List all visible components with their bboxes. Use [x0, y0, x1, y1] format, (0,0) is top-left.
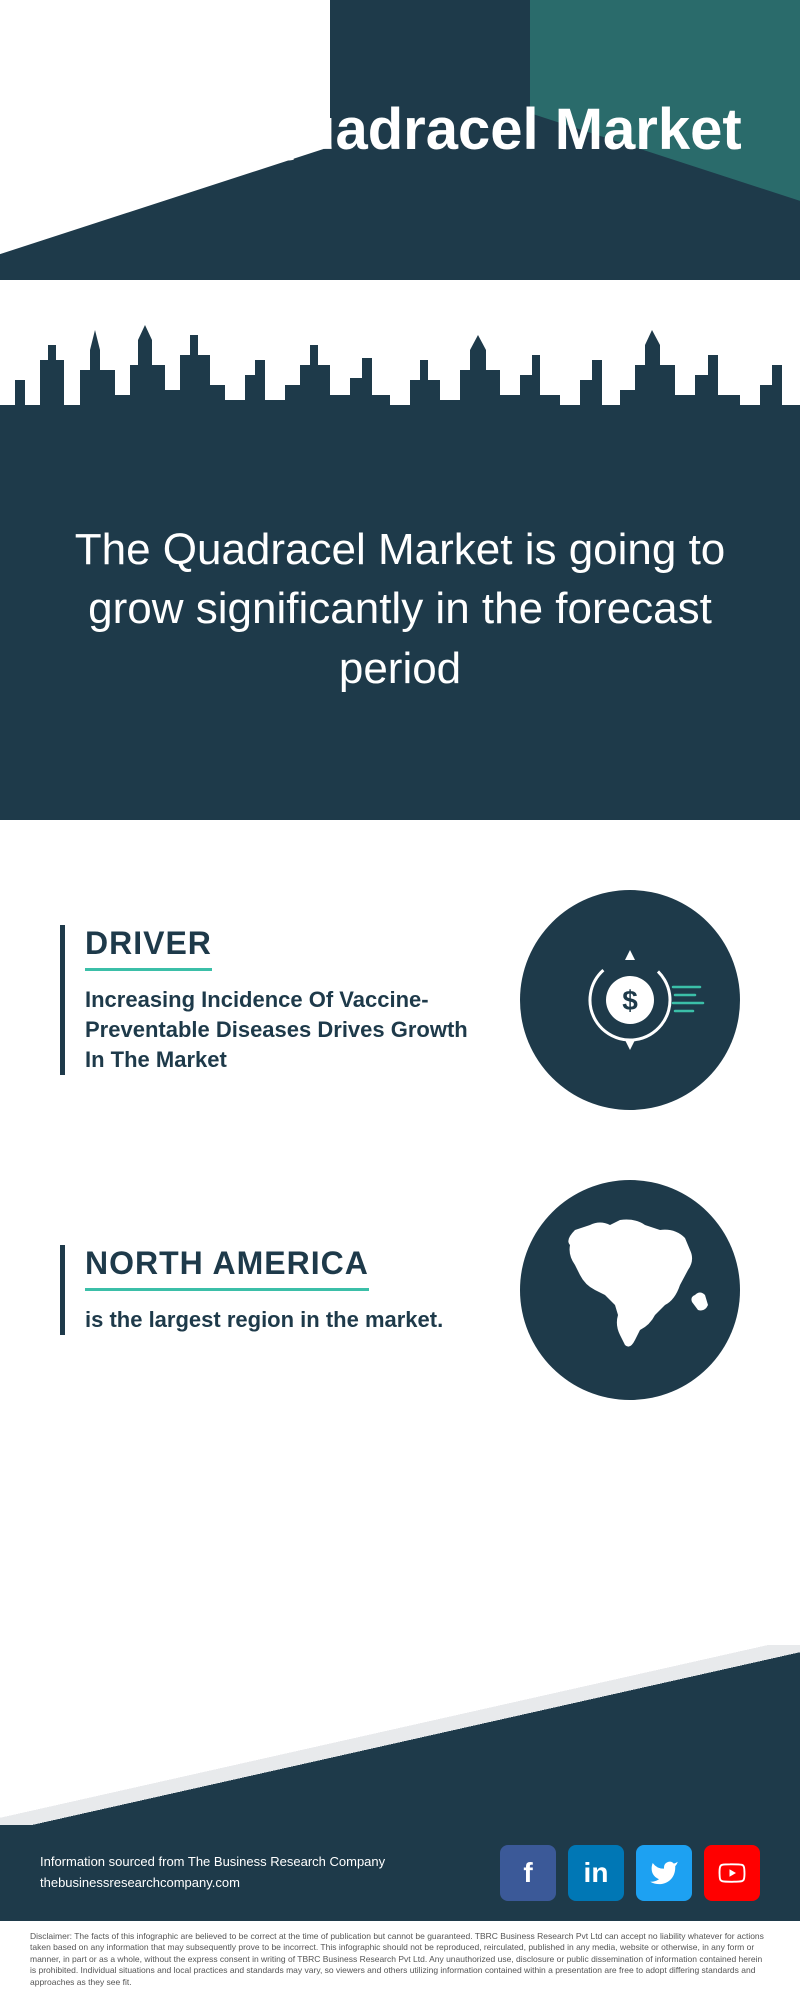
info-text-driver: DRIVER Increasing Incidence Of Vaccine-P…	[60, 925, 480, 1074]
footer-content: Information sourced from The Business Re…	[0, 1825, 800, 1921]
page-title: Global Quadracel Market	[0, 100, 800, 161]
subtitle-text: The Quadracel Market is going to grow si…	[70, 520, 730, 698]
footer: Information sourced from The Business Re…	[0, 1645, 800, 2000]
footer-info: Information sourced from The Business Re…	[40, 1852, 385, 1894]
header-banner: Global Quadracel Market	[0, 0, 800, 280]
info-text-region: NORTH AMERICA is the largest region in t…	[60, 1245, 480, 1335]
dollar-cycle-icon: $	[520, 890, 740, 1110]
info-block-region: NORTH AMERICA is the largest region in t…	[60, 1180, 740, 1400]
twitter-icon[interactable]	[636, 1845, 692, 1901]
footer-url: thebusinessresearchcompany.com	[40, 1873, 385, 1894]
info-section: DRIVER Increasing Incidence Of Vaccine-P…	[0, 820, 800, 1510]
info-label-driver: DRIVER	[85, 925, 212, 971]
social-icons: f in	[500, 1845, 760, 1901]
facebook-icon[interactable]: f	[500, 1845, 556, 1901]
north-america-icon	[520, 1180, 740, 1400]
subtitle-section: The Quadracel Market is going to grow si…	[0, 460, 800, 820]
skyline-silhouette	[0, 310, 800, 460]
info-body-region: is the largest region in the market.	[85, 1305, 480, 1335]
svg-text:$: $	[622, 985, 638, 1016]
info-body-driver: Increasing Incidence Of Vaccine-Preventa…	[85, 985, 480, 1074]
linkedin-icon[interactable]: in	[568, 1845, 624, 1901]
info-label-region: NORTH AMERICA	[85, 1245, 369, 1291]
footer-source: Information sourced from The Business Re…	[40, 1852, 385, 1873]
disclaimer-text: Disclaimer: The facts of this infographi…	[0, 1921, 800, 2000]
skyline-section	[0, 280, 800, 460]
footer-angle	[0, 1645, 800, 1825]
info-block-driver: DRIVER Increasing Incidence Of Vaccine-P…	[60, 890, 740, 1110]
youtube-icon[interactable]	[704, 1845, 760, 1901]
